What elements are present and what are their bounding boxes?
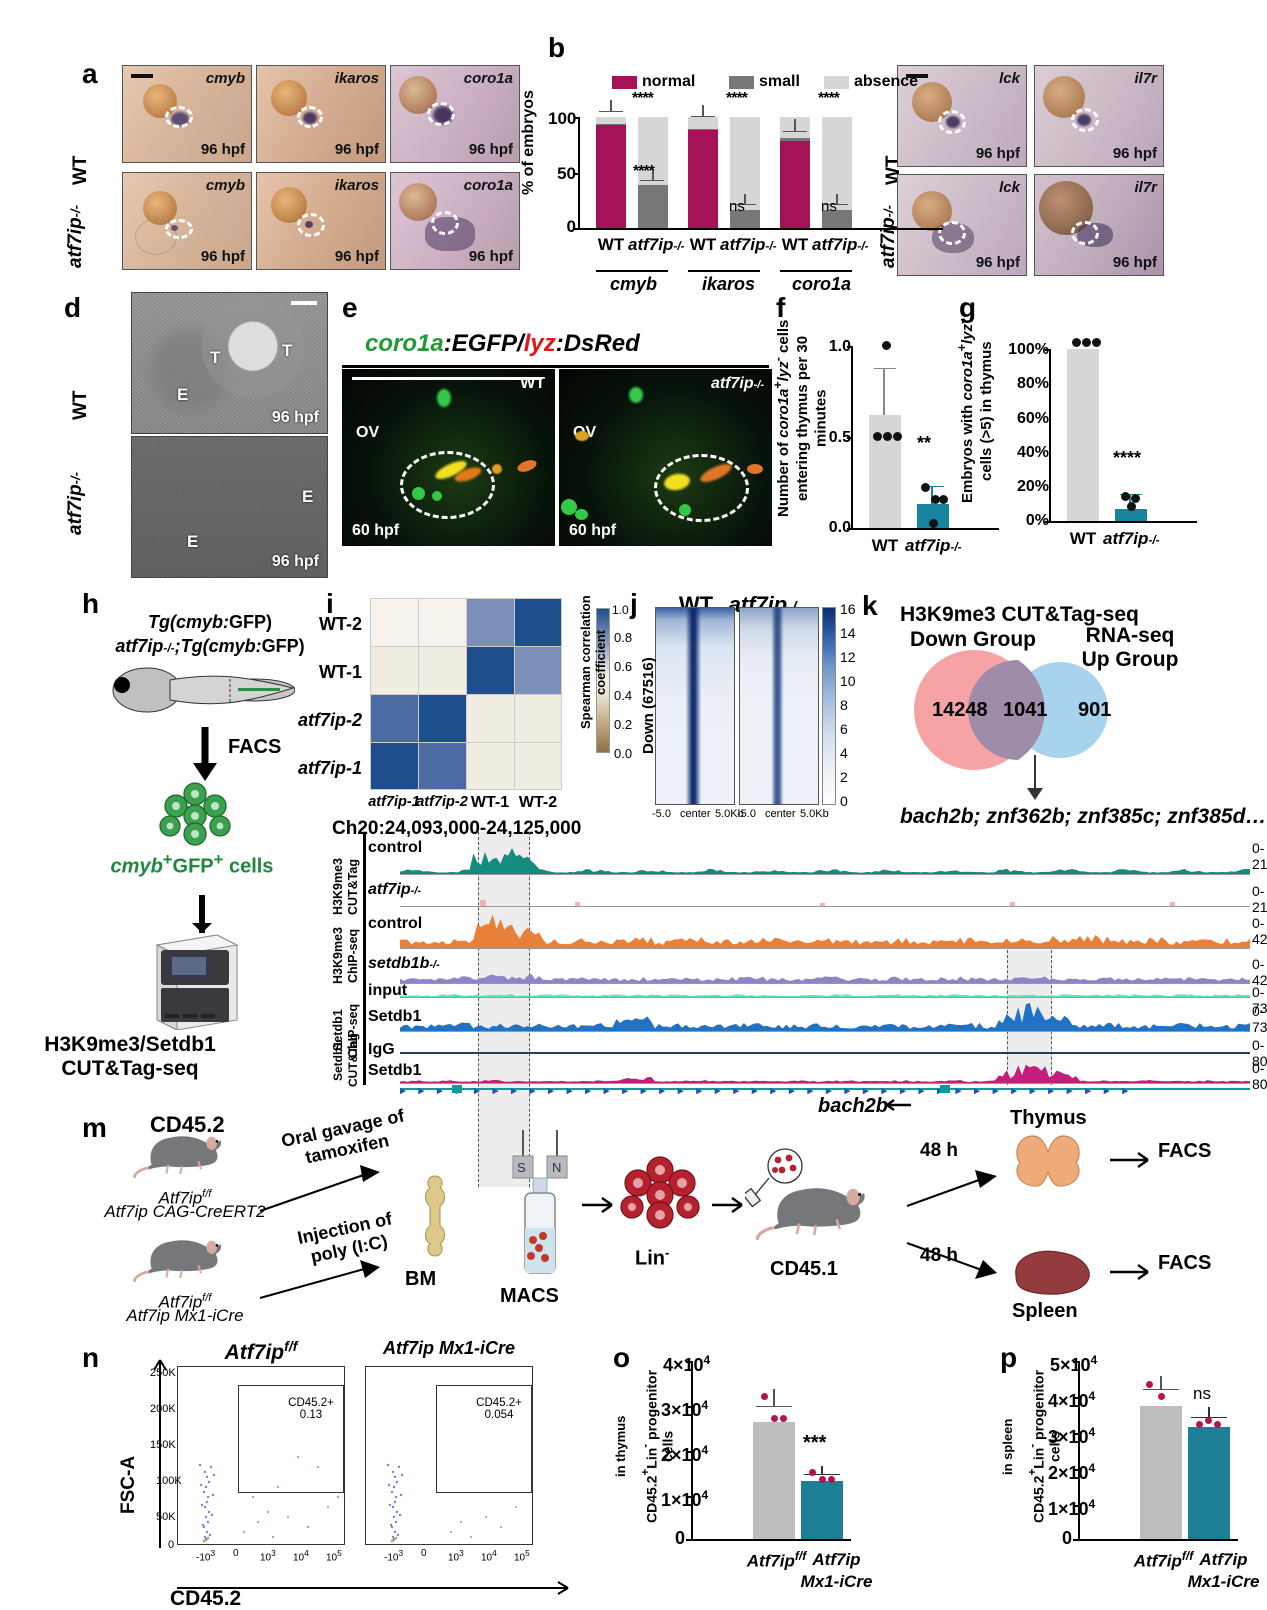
svg-text:N: N (552, 1160, 561, 1175)
svg-text:14248: 14248 (932, 699, 988, 721)
svg-text:901: 901 (1078, 699, 1111, 721)
svg-text:1041: 1041 (1003, 699, 1048, 721)
svg-text:S: S (517, 1160, 526, 1175)
